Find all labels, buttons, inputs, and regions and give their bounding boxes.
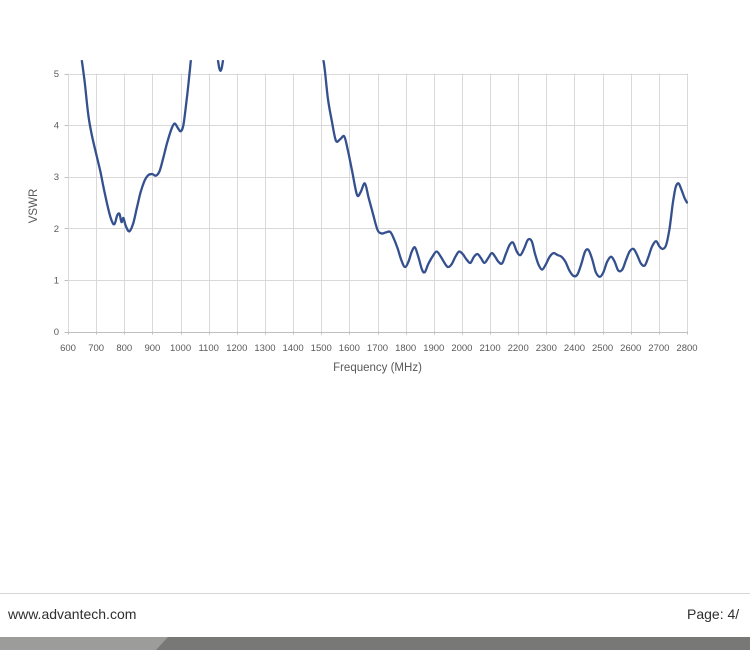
- x-tick-label: 1900: [423, 343, 444, 354]
- x-tick-label: 2200: [508, 343, 529, 354]
- x-tick-label: 1200: [226, 343, 247, 354]
- y-axis-title: VSWR: [28, 189, 40, 224]
- x-tick-label: 1500: [311, 343, 332, 354]
- y-tick-label: 5: [54, 69, 59, 80]
- x-tick-label: 1700: [367, 343, 388, 354]
- footer-band-dark: [156, 637, 750, 650]
- x-tick-label: 2400: [564, 343, 585, 354]
- y-tick-label: 0: [54, 327, 59, 338]
- x-tick-label: 800: [116, 343, 132, 354]
- y-tick-label: 2: [54, 224, 59, 235]
- y-tick-label: 3: [54, 172, 59, 183]
- vswr-curve: [80, 60, 688, 278]
- footer-page-number: Page: 4/: [687, 606, 740, 622]
- x-tick-label: 1000: [170, 343, 191, 354]
- y-tick-label: 1: [54, 275, 59, 286]
- x-tick-label: 700: [88, 343, 104, 354]
- footer-website-text: www.advantech.com: [8, 606, 137, 622]
- x-tick-label: 2600: [620, 343, 641, 354]
- y-tick-label: 4: [54, 121, 59, 132]
- x-tick-label: 1100: [198, 343, 218, 354]
- vswr-chart: 600 700 800 900 1000 1100 1200 1300 1400 1500 1600…: [28, 60, 698, 374]
- x-tick-label: 2100: [479, 343, 500, 354]
- x-tick-label: 2000: [451, 343, 472, 354]
- x-tick-label: 1400: [283, 343, 304, 354]
- x-tick-label: 2500: [592, 343, 613, 354]
- x-tick-label: 600: [60, 343, 76, 354]
- x-tick-label: 2300: [536, 343, 557, 354]
- x-tick-label: 900: [144, 343, 160, 354]
- x-tick-label: 1300: [254, 343, 275, 354]
- footer-divider: [0, 593, 750, 594]
- x-tick-label: 2800: [676, 343, 697, 354]
- x-axis-title: Frequency (MHz): [333, 362, 422, 374]
- x-tick-label: 1600: [339, 343, 360, 354]
- x-tick-label: 2700: [648, 343, 669, 354]
- x-tick-label: 1800: [395, 343, 416, 354]
